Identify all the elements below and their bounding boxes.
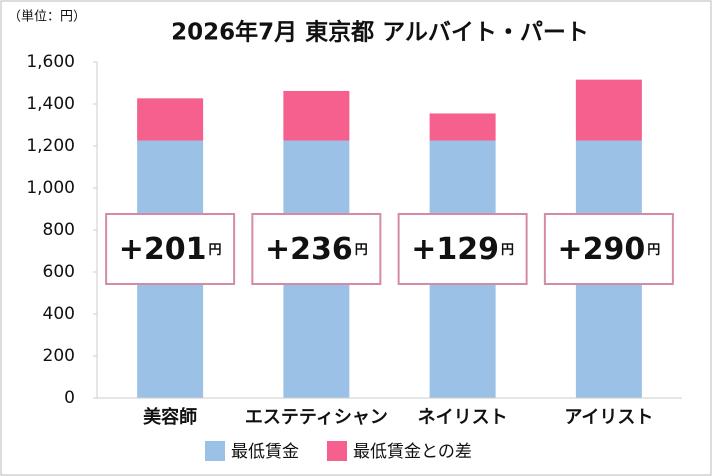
data-label-unit: 円 xyxy=(647,243,660,258)
data-label-value: +129 xyxy=(411,232,499,267)
y-tick-label: 200 xyxy=(43,346,75,366)
x-tick-label: アイリスト xyxy=(564,407,653,428)
data-label-value: +201 xyxy=(119,232,207,267)
legend-swatch xyxy=(327,441,347,461)
bar-segment xyxy=(283,90,350,141)
unit-label: （単位：円） xyxy=(8,9,86,25)
label-box xyxy=(105,213,236,285)
data-label-value: +290 xyxy=(557,232,645,267)
data-label: +201 円 xyxy=(119,232,222,267)
label-box xyxy=(251,213,382,285)
y-tick-label: 1,400 xyxy=(26,94,75,114)
bar-segment xyxy=(137,98,204,141)
y-tick-label: 0 xyxy=(64,388,75,408)
data-label: +129 円 xyxy=(411,232,514,267)
y-tick-label: 1,600 xyxy=(26,52,75,72)
data-label-unit: 円 xyxy=(501,243,514,258)
y-tick-label: 1,000 xyxy=(26,178,75,198)
y-tick-label: 1,200 xyxy=(26,136,75,156)
legend-label: 最低賃金 xyxy=(231,442,299,462)
label-box xyxy=(543,213,674,285)
y-tick-label: 800 xyxy=(43,220,75,240)
data-label-unit: 円 xyxy=(209,243,222,258)
chart-title: 2026年7月 東京都 アルバイト・パート xyxy=(171,19,589,46)
x-tick-label: ネイリスト xyxy=(418,407,508,428)
y-tick-label: 600 xyxy=(43,262,75,282)
data-label-value: +236 xyxy=(265,232,353,267)
x-tick-label: 美容師 xyxy=(143,406,197,428)
bar-segment xyxy=(429,113,496,141)
label-box xyxy=(397,213,528,285)
data-label: +236 円 xyxy=(265,232,368,267)
data-label-unit: 円 xyxy=(355,243,368,258)
data-label: +290 円 xyxy=(557,232,660,267)
bar-segment xyxy=(575,79,642,141)
legend-swatch xyxy=(205,441,225,461)
x-tick-label: エステティシャン xyxy=(245,407,388,428)
legend-label: 最低賃金との差 xyxy=(353,442,472,462)
y-tick-label: 400 xyxy=(43,304,75,324)
